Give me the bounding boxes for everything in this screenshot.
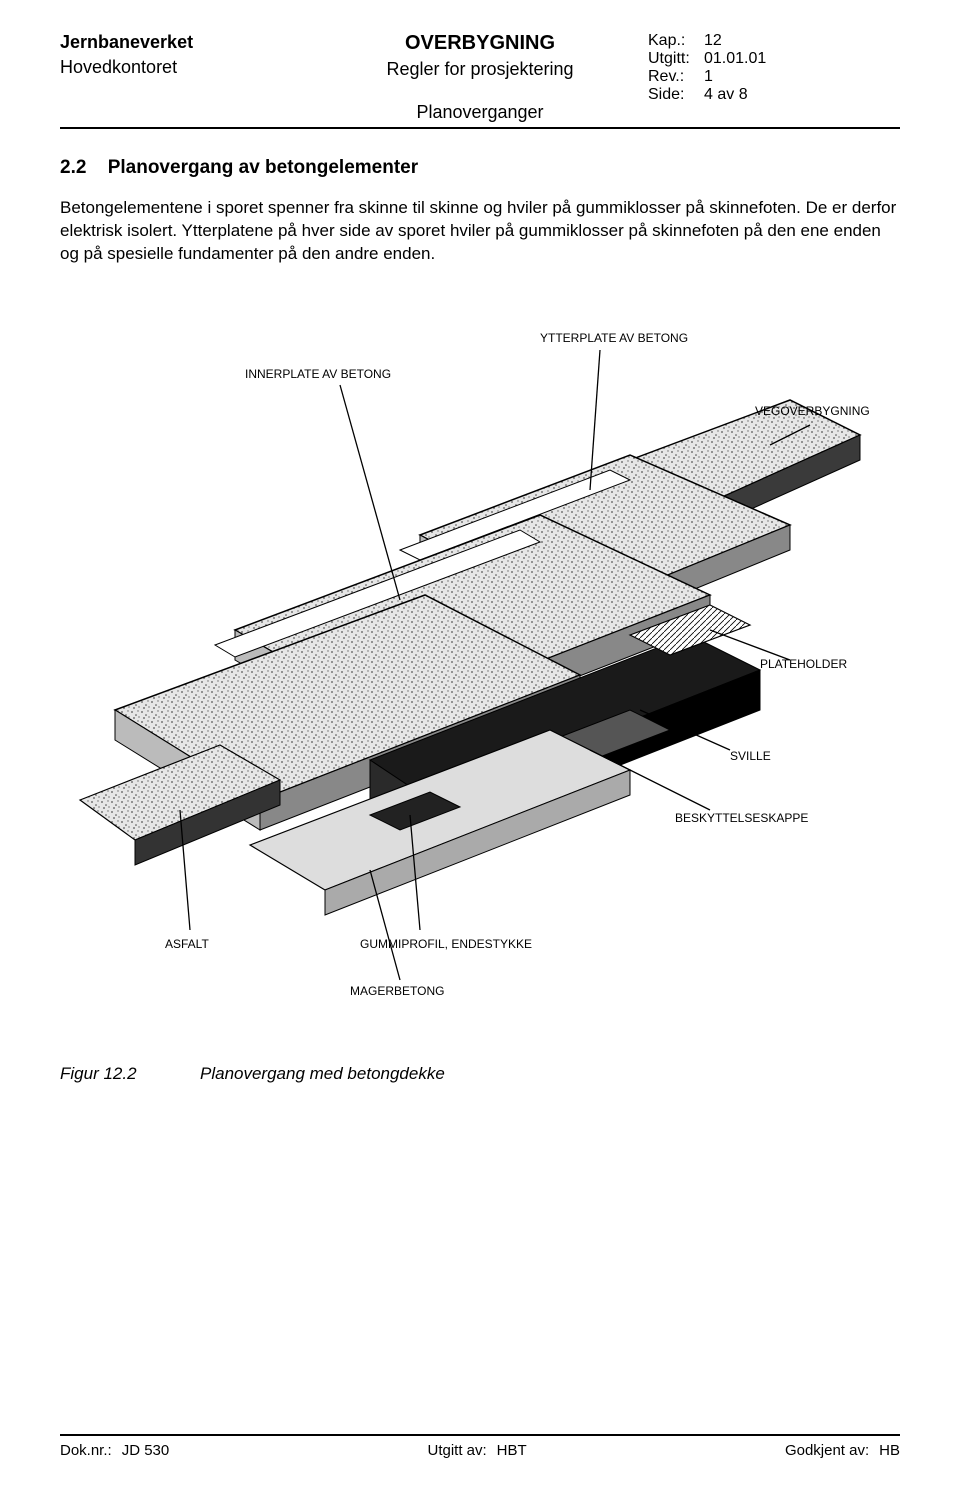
meta-utgitt: Utgitt: 01.01.01 [648, 50, 900, 68]
footer-godkjent-av-value: HB [879, 1442, 900, 1459]
meta-side-label: Side: [648, 86, 704, 104]
page-header: Jernbaneverket Hovedkontoret OVERBYGNING… [60, 32, 900, 123]
figure-caption: Figur 12.2 Planovergang med betongdekke [60, 1064, 900, 1084]
meta-kap: Kap.: 12 [648, 32, 900, 50]
footer-utgitt-av: Utgitt av: HBT [427, 1442, 526, 1459]
header-meta: Kap.: 12 Utgitt: 01.01.01 Rev.: 1 Side: … [648, 32, 900, 123]
footer-godkjent-av: Godkjent av: HB [785, 1442, 900, 1459]
header-center: OVERBYGNING Regler for prosjektering Pla… [312, 32, 648, 123]
meta-rev: Rev.: 1 [648, 68, 900, 86]
section-number: 2.2 [60, 157, 86, 178]
label-sville: SVILLE [730, 749, 771, 763]
org-sub: Hovedkontoret [60, 57, 312, 78]
org-name: Jernbaneverket [60, 32, 312, 53]
meta-kap-label: Kap.: [648, 32, 704, 50]
footer-doknr: Dok.nr.: JD 530 [60, 1442, 169, 1459]
label-plateholder: PLATEHOLDER [760, 657, 847, 671]
meta-utgitt-value: 01.01.01 [704, 50, 766, 68]
meta-side-value: 4 av 8 [704, 86, 748, 104]
meta-rev-value: 1 [704, 68, 713, 86]
footer-row: Dok.nr.: JD 530 Utgitt av: HBT Godkjent … [60, 1442, 900, 1459]
footer-utgitt-av-value: HBT [497, 1442, 527, 1459]
meta-rev-label: Rev.: [648, 68, 704, 86]
figure-caption-text: Planovergang med betongdekke [200, 1064, 445, 1084]
page-footer: Dok.nr.: JD 530 Utgitt av: HBT Godkjent … [60, 1434, 900, 1459]
header-left: Jernbaneverket Hovedkontoret [60, 32, 312, 123]
doc-title: OVERBYGNING [312, 32, 648, 55]
label-vegoverbygning: VEGOVERBYGNING [755, 404, 870, 418]
footer-doknr-label: Dok.nr.: [60, 1442, 112, 1459]
footer-utgitt-av-label: Utgitt av: [427, 1442, 486, 1459]
figure-12-2: YTTERPLATE AV BETONG INNERPLATE AV BETON… [60, 290, 900, 1030]
label-asfalt: ASFALT [165, 937, 209, 951]
meta-utgitt-label: Utgitt: [648, 50, 704, 68]
label-beskyttelse: BESKYTTELSESKAPPE [675, 811, 808, 825]
doc-subtitle: Regler for prosjektering [312, 59, 648, 80]
footer-doknr-value: JD 530 [122, 1442, 170, 1459]
doc-section: Planoverganger [312, 102, 648, 123]
label-magerbetong: MAGERBETONG [350, 984, 444, 998]
header-rule [60, 127, 900, 129]
meta-side: Side: 4 av 8 [648, 86, 900, 104]
footer-godkjent-av-label: Godkjent av: [785, 1442, 869, 1459]
figure-svg: YTTERPLATE AV BETONG INNERPLATE AV BETON… [70, 290, 890, 1030]
section-title: Planovergang av betongelementer [108, 157, 418, 178]
figure-number: Figur 12.2 [60, 1064, 200, 1084]
meta-kap-value: 12 [704, 32, 722, 50]
body-paragraph-1: Betongelementene i sporet spenner fra sk… [60, 197, 900, 266]
footer-rule [60, 1434, 900, 1436]
label-gummiprofil: GUMMIPROFIL, ENDESTYKKE [360, 937, 532, 951]
section-heading: 2.2 Planovergang av betongelementer [60, 157, 900, 179]
label-innerplate: INNERPLATE AV BETONG [245, 367, 391, 381]
label-ytterplate: YTTERPLATE AV BETONG [540, 331, 688, 345]
